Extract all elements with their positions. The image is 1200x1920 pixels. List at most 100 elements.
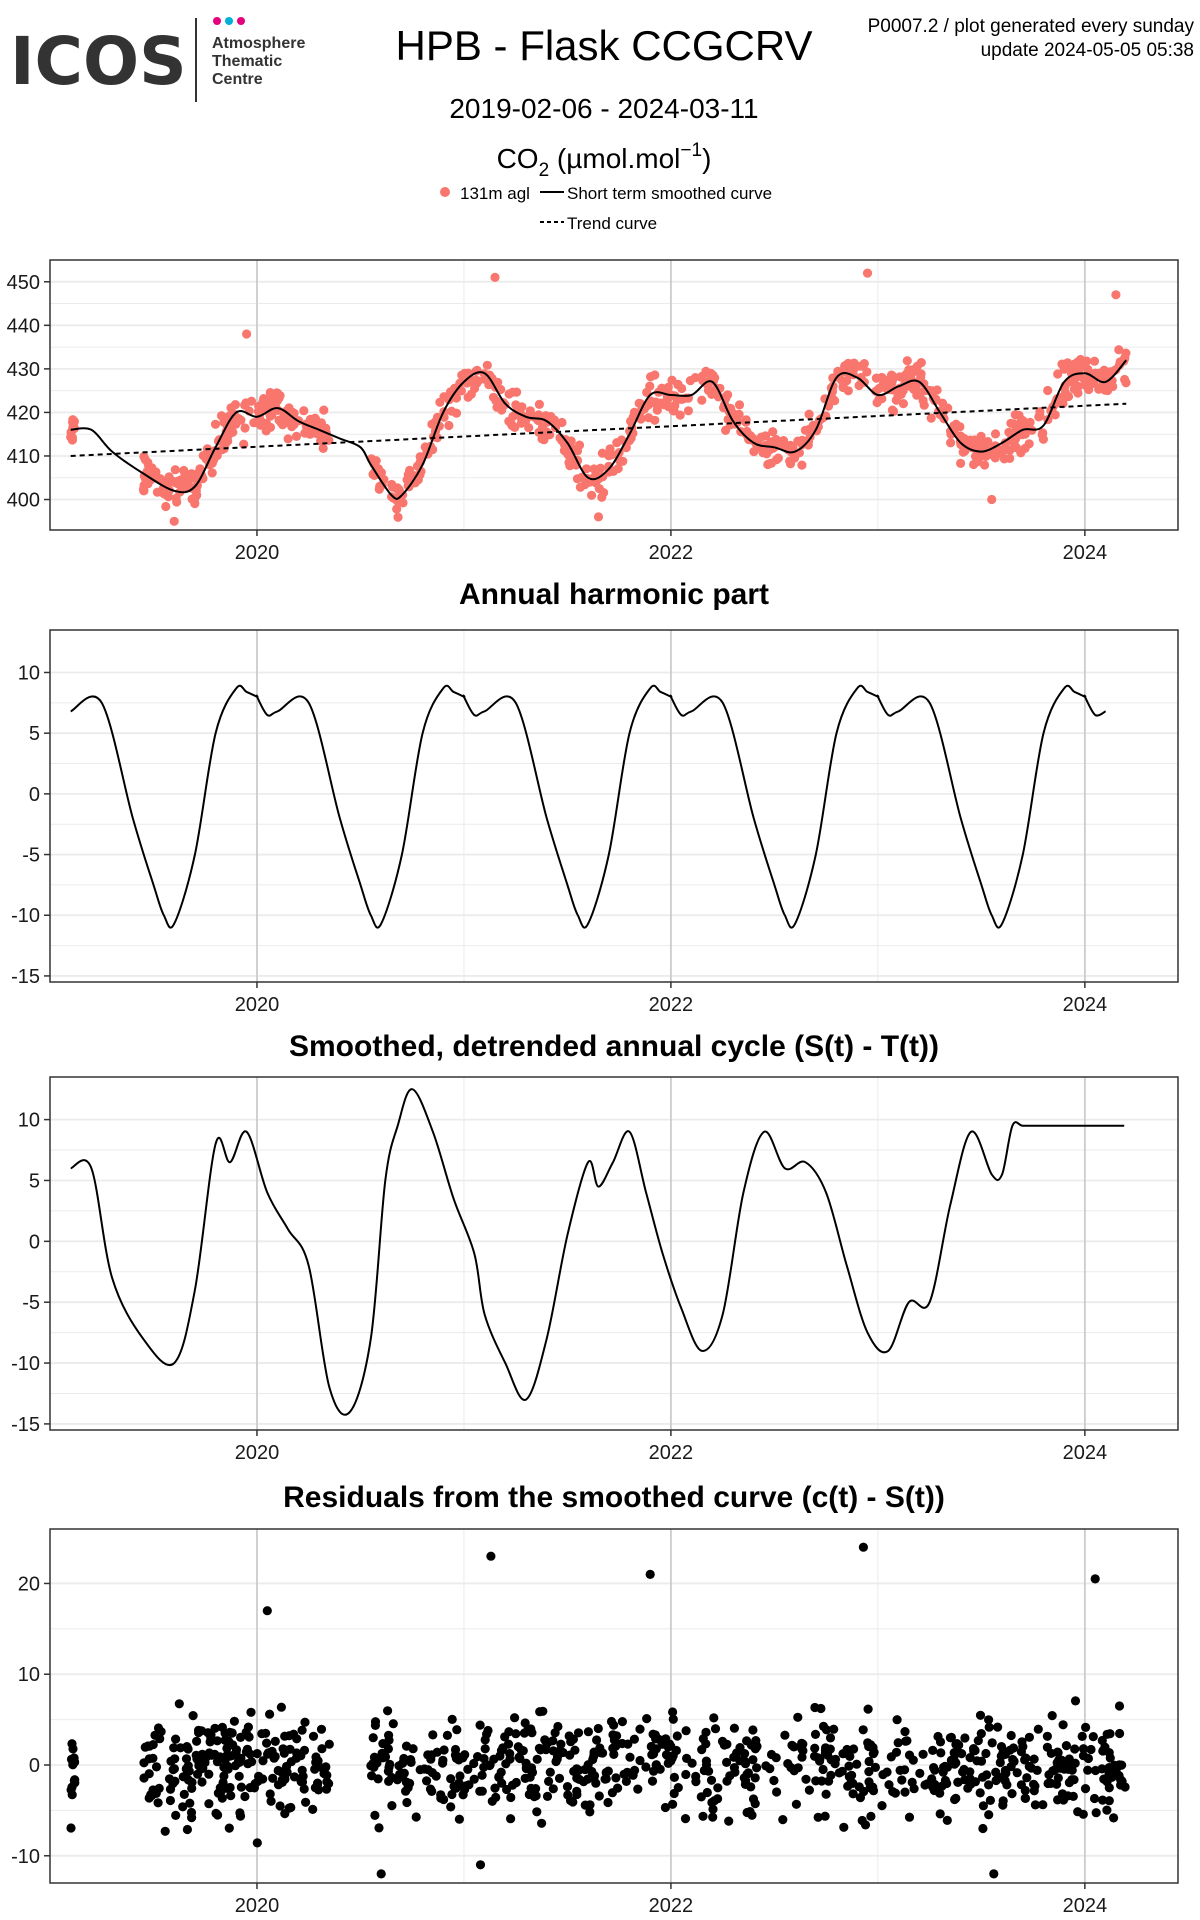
residual-point — [598, 1748, 608, 1758]
co2-point — [888, 371, 898, 381]
residual-point — [709, 1796, 720, 1806]
residual-point — [486, 1551, 496, 1561]
residual-point — [698, 1734, 708, 1744]
residual-point — [446, 1774, 456, 1784]
legend: 131m agl Short term smoothed curve Trend… — [440, 184, 772, 233]
x-tick-label: 2022 — [649, 1442, 694, 1464]
residual-point — [310, 1764, 320, 1774]
smoothed-curve — [70, 359, 1128, 500]
residual-point — [545, 1767, 555, 1777]
residual-point — [505, 1749, 515, 1759]
residual-point — [278, 1744, 288, 1754]
residual-point — [778, 1815, 788, 1825]
co2-point — [843, 386, 853, 396]
co2-point — [854, 380, 864, 391]
residual-point — [263, 1749, 273, 1759]
residual-point — [825, 1733, 836, 1743]
residual-point — [477, 1770, 487, 1780]
residual-point — [552, 1754, 562, 1764]
co2-point — [683, 406, 694, 416]
residual-point — [935, 1788, 945, 1798]
co2-point — [504, 389, 514, 399]
residual-point — [608, 1730, 618, 1740]
co2-point — [488, 392, 499, 402]
co2-point — [482, 360, 492, 370]
co2-point — [180, 468, 190, 478]
residual-point — [583, 1774, 593, 1784]
y-tick-label: 0 — [29, 1755, 40, 1777]
residual-point — [829, 1724, 839, 1734]
residual-point — [442, 1730, 452, 1740]
residual-point — [566, 1737, 576, 1747]
co2-point — [190, 492, 201, 502]
residual-point — [204, 1799, 214, 1809]
residual-point — [801, 1774, 811, 1784]
co2-point — [951, 419, 961, 429]
residual-point — [573, 1728, 584, 1738]
residual-point — [216, 1786, 226, 1796]
co2-point — [706, 370, 716, 380]
residual-point — [1081, 1722, 1091, 1732]
residual-point — [1047, 1711, 1057, 1721]
co2-point — [393, 512, 403, 522]
co2-point — [275, 391, 285, 401]
co2-point — [1011, 443, 1022, 453]
residual-point — [284, 1803, 294, 1813]
residual-point — [746, 1740, 757, 1750]
co2-point — [1035, 411, 1045, 421]
residual-point — [593, 1723, 603, 1734]
residual-point — [697, 1745, 707, 1755]
residual-point — [864, 1756, 874, 1767]
residual-point — [1053, 1795, 1063, 1805]
residual-point — [854, 1782, 864, 1792]
residual-point — [234, 1771, 244, 1781]
residual-point — [455, 1771, 465, 1781]
residual-point — [514, 1752, 524, 1762]
co2-point — [155, 474, 165, 484]
co2-point — [842, 376, 852, 386]
residual-point — [244, 1732, 254, 1742]
residual-point — [570, 1745, 580, 1755]
residual-point — [548, 1736, 558, 1746]
co2-point — [447, 406, 457, 416]
y-tick-label: 20 — [18, 1573, 40, 1595]
residual-point — [308, 1804, 318, 1814]
residual-point — [428, 1730, 438, 1740]
residual-point — [427, 1768, 437, 1778]
residual-point — [724, 1816, 734, 1826]
residual-point — [834, 1768, 844, 1778]
panel-title: Smoothed, detrended annual cycle (S(t) -… — [289, 1030, 939, 1063]
residual-point — [182, 1742, 192, 1752]
co2-point — [420, 442, 430, 452]
residual-point — [572, 1764, 582, 1774]
residual-point — [668, 1714, 678, 1724]
co2-point — [862, 268, 873, 278]
residual-point — [592, 1735, 602, 1745]
co2-point — [773, 453, 783, 463]
residual-point — [483, 1725, 493, 1736]
co2-point — [634, 398, 644, 408]
residual-point — [502, 1784, 512, 1795]
residual-point — [603, 1797, 613, 1808]
co2-point — [210, 419, 221, 429]
residual-point — [623, 1739, 633, 1749]
co2-point — [1120, 354, 1130, 364]
residual-point — [953, 1748, 964, 1758]
residual-point — [253, 1776, 263, 1786]
co2-point — [1038, 434, 1048, 444]
residual-point — [422, 1776, 432, 1786]
residual-point — [946, 1732, 957, 1742]
residual-point — [629, 1734, 640, 1744]
y-tick-label: 410 — [7, 446, 40, 468]
residual-point — [818, 1764, 828, 1775]
residual-point — [698, 1811, 708, 1821]
residual-point — [761, 1761, 771, 1771]
co2-point — [918, 395, 928, 406]
residual-point — [535, 1707, 545, 1717]
residual-point — [411, 1812, 421, 1822]
x-tick-label: 2022 — [649, 1895, 694, 1917]
co2-point — [1121, 378, 1131, 388]
residual-point — [224, 1736, 234, 1746]
residual-point — [864, 1767, 874, 1777]
residual-point — [165, 1784, 176, 1794]
